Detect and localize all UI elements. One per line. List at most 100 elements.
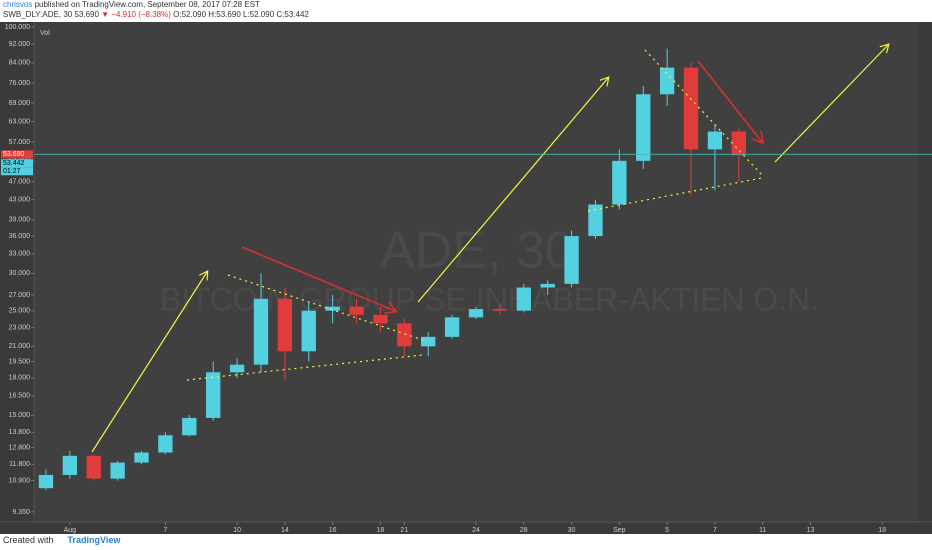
candle-body	[707, 131, 723, 150]
drawings	[91, 45, 888, 453]
footer: Created with TradingView	[3, 535, 120, 545]
x-tick-label: 18	[878, 527, 886, 534]
y-tick-label: 69.000	[9, 100, 31, 107]
x-tick-label: 30	[568, 527, 576, 534]
y-tick-label: 13.800	[9, 429, 31, 436]
candle-body	[134, 452, 149, 463]
y-tick-label: 12.800	[9, 444, 31, 451]
high: H:53.690	[208, 10, 241, 19]
candle-body	[229, 364, 245, 373]
y-tick-label: 47.000	[9, 178, 31, 185]
watermark-sub: BITCOIN GROUP SE INHABER-AKTIEN O.N.	[160, 281, 819, 317]
symbol: SWB_DLY:ADE, 30	[3, 10, 73, 19]
candle-body	[110, 462, 125, 479]
y-tick-label: 27.000	[9, 292, 31, 299]
y-tick-label: 11.800	[9, 461, 30, 468]
last-close-box	[1, 159, 33, 168]
last-close-label: 53.442	[3, 160, 25, 167]
x-tick-label: 14	[281, 527, 289, 534]
x-tick-label: 10	[233, 527, 241, 534]
candle-body	[325, 306, 340, 311]
y-tick-label: 39.000	[9, 217, 31, 224]
arrow	[91, 272, 207, 453]
published: published on TradingView.com, September …	[34, 0, 260, 9]
candle-body	[564, 236, 579, 284]
y-tick-label: 18.000	[9, 375, 31, 382]
volume-label: Vol	[40, 30, 50, 37]
candle-body	[492, 309, 508, 311]
countdown-label: 01:27	[3, 168, 21, 175]
x-tick-label: 7	[163, 527, 167, 534]
y-tick-label: 57.000	[9, 139, 31, 146]
chart: ADE, 30 BITCOIN GROUP SE INHABER-AKTIEN …	[0, 22, 932, 534]
candle-body	[158, 435, 173, 453]
y-tick-label: 23.000	[9, 325, 31, 332]
brand[interactable]: TradingView	[67, 535, 121, 545]
plot-area	[34, 22, 918, 522]
candle-body	[444, 317, 460, 337]
candle-body	[588, 204, 603, 237]
candle-body	[683, 67, 699, 150]
y-tick-label: 33.000	[9, 251, 31, 258]
x-tick-label: 18	[377, 527, 385, 534]
candle-body	[277, 298, 293, 352]
y-tick-label: 63.000	[9, 118, 31, 125]
watermark: ADE, 30	[380, 222, 574, 280]
x-tick-label: Sep	[613, 527, 626, 534]
y-tick-label: 10.900	[9, 477, 31, 484]
candle-body	[38, 474, 54, 489]
candle-body	[397, 323, 412, 347]
arrow	[697, 60, 762, 142]
candle-body	[206, 372, 221, 418]
candle-body	[86, 455, 101, 479]
candle-body	[468, 309, 484, 318]
x-tick-label: 13	[807, 527, 815, 534]
x-tick-label: 5	[665, 527, 669, 534]
arrow	[241, 246, 395, 311]
last-price-label: 53.690	[3, 151, 25, 158]
last: 53.690	[74, 10, 99, 19]
symbol-line: SWB_DLY:ADE, 30 53.690 ▼ −4.910 (−8.38%)…	[3, 10, 932, 20]
header: chrisvos published on TradingView.com, S…	[0, 0, 932, 22]
x-tick-label: 7	[713, 527, 717, 534]
trendline	[644, 49, 763, 176]
candle-body	[731, 131, 746, 156]
candle-body	[421, 336, 436, 347]
author[interactable]: chrisvos	[3, 0, 33, 9]
y-tick-label: 100.000	[5, 24, 30, 31]
last-price-box	[1, 150, 33, 159]
y-tick-label: 84.000	[9, 60, 31, 67]
y-tick-label: 43.000	[9, 197, 31, 204]
y-tick-label: 16.500	[9, 393, 31, 400]
y-tick-label: 9.350	[12, 509, 30, 516]
candle-body	[349, 306, 364, 315]
countdown-box	[1, 167, 33, 176]
candle-body	[659, 67, 675, 95]
y-tick-label: 25.000	[9, 308, 31, 315]
candle-body	[516, 287, 531, 311]
y-tick-label: 76.000	[9, 80, 31, 87]
candle-body	[253, 298, 269, 365]
candle-body	[301, 310, 316, 352]
candle-body	[636, 94, 651, 161]
y-tick-label: 19.500	[9, 358, 31, 365]
y-tick-label: 92.000	[9, 41, 31, 48]
arrow	[774, 45, 888, 163]
x-tick-label: 16	[329, 527, 337, 534]
created: Created with	[3, 535, 54, 545]
change: ▼ −4.910 (−8.38%)	[101, 10, 171, 19]
y-tick-label: 30.000	[9, 270, 31, 277]
x-tick-label: 21	[400, 527, 408, 534]
x-tick-label: Aug	[64, 527, 77, 534]
candle-body	[540, 283, 555, 288]
x-tick-label: 28	[520, 527, 528, 534]
arrow	[417, 78, 608, 303]
series	[38, 48, 746, 491]
publish-line: chrisvos published on TradingView.com, S…	[3, 0, 932, 10]
y-tick-label: 21.000	[9, 343, 31, 350]
candle-body	[182, 417, 197, 436]
close: C:53.442	[276, 10, 309, 19]
open: O:52.090	[173, 10, 207, 19]
x-tick-label: 24	[472, 527, 480, 534]
